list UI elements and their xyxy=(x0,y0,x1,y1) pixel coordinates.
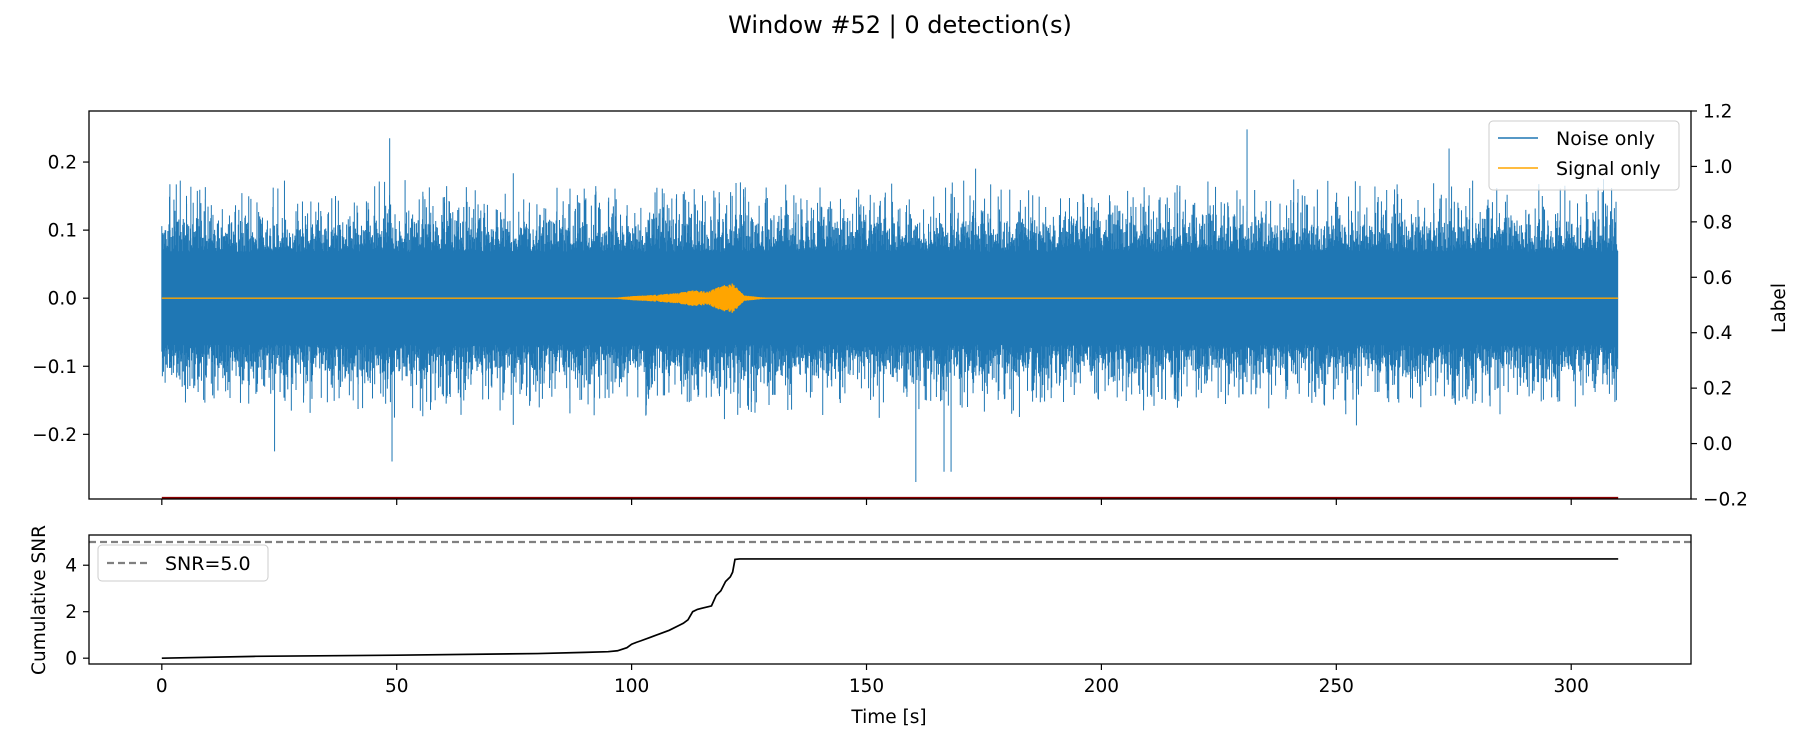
x-tick-label: 50 xyxy=(385,676,409,697)
label-y-tick-label: 0.2 xyxy=(1703,379,1732,400)
snr-y-tick-label: 2 xyxy=(65,602,77,623)
noise-series xyxy=(161,129,1619,482)
waveform-legend: Noise only Signal only xyxy=(1488,120,1680,191)
x-axis-title: Time [s] xyxy=(850,707,926,728)
label-y-tick-label: 0.0 xyxy=(1703,434,1732,455)
waveform-axes-frame xyxy=(88,110,1692,500)
y-tick-label: −0.2 xyxy=(32,425,77,446)
waveform-x-axis xyxy=(161,499,1572,505)
y-tick-label: 0.0 xyxy=(48,289,77,310)
snr-x-axis: 0 50 100 150 200 250 300 xyxy=(156,664,1589,697)
label-y-tick-label: 0.4 xyxy=(1703,323,1732,344)
snr-plot-area xyxy=(89,540,1691,660)
snr-y-tick-label: 0 xyxy=(65,649,77,670)
label-y-tick-label: 1.0 xyxy=(1703,157,1732,178)
label-axis-title: Label xyxy=(1769,283,1790,333)
legend-box xyxy=(97,544,269,582)
waveform-panel: −0.2 −0.1 0.0 0.1 0.2 −0.2 0.0 0.2 0.4 0.6 0.8 1.0… xyxy=(32,102,1790,511)
label-y-tick-label: −0.2 xyxy=(1703,490,1748,511)
waveform-plot-area xyxy=(161,129,1619,499)
label-y-tick-label: 1.2 xyxy=(1703,102,1732,123)
snr-y-axis: 0 2 4 xyxy=(65,556,89,670)
snr-panel: 0 2 4 0 50 100 150 200 250 300 Time [s] Cumulati… xyxy=(29,525,1692,728)
legend-threshold-label: SNR=5.0 xyxy=(165,553,251,575)
snr-y-tick-label: 4 xyxy=(65,556,77,577)
legend-signal-label: Signal only xyxy=(1556,158,1661,180)
x-tick-label: 150 xyxy=(849,676,884,697)
y-tick-label: 0.2 xyxy=(48,153,77,174)
waveform-y-axis: −0.2 −0.1 0.0 0.1 0.2 xyxy=(32,153,89,446)
y-tick-label: 0.1 xyxy=(48,221,77,242)
x-tick-label: 300 xyxy=(1554,676,1589,697)
snr-legend: SNR=5.0 xyxy=(97,544,269,582)
x-tick-label: 250 xyxy=(1319,676,1354,697)
snr-axis-title: Cumulative SNR xyxy=(29,525,50,675)
x-tick-label: 200 xyxy=(1084,676,1119,697)
snr-curve xyxy=(161,558,1619,660)
label-y-tick-label: 0.8 xyxy=(1703,212,1732,233)
y-tick-label: −0.1 xyxy=(32,357,77,378)
legend-noise-label: Noise only xyxy=(1556,128,1655,150)
label-y-tick-label: 0.6 xyxy=(1703,268,1732,289)
figure-title: Window #52 | 0 detection(s) xyxy=(728,11,1072,39)
x-tick-label: 0 xyxy=(156,676,168,697)
snr-axes-frame xyxy=(88,534,1692,665)
signal-series-burst xyxy=(607,283,773,313)
x-tick-label: 100 xyxy=(614,676,649,697)
label-y-axis: −0.2 0.0 0.2 0.4 0.6 0.8 1.0 1.2 xyxy=(1691,102,1748,511)
